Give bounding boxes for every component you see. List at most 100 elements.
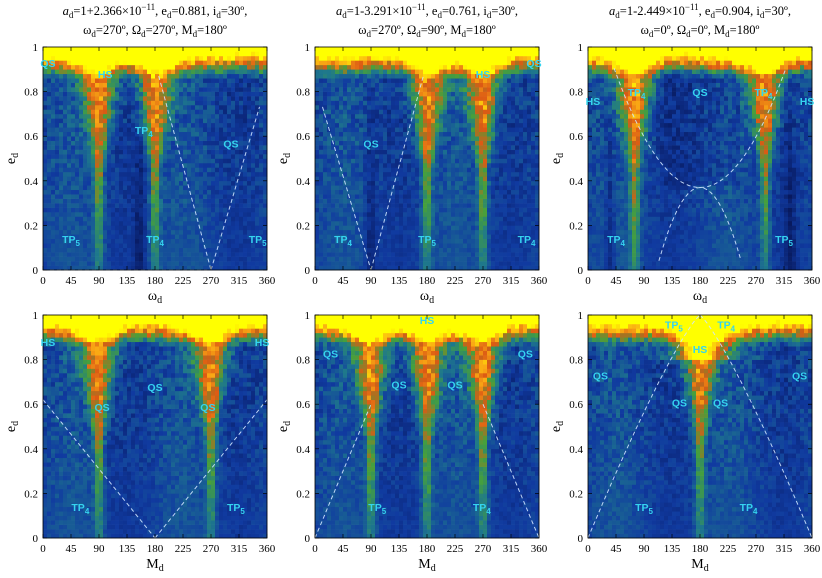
heatmap-cell [327,56,331,61]
heatmap-cell [135,47,139,52]
heatmap-cell [63,221,67,226]
heatmap-cell [347,51,351,56]
heatmap-cell [63,47,67,52]
heatmap-cell [159,261,163,266]
heatmap-cell [327,190,331,195]
heatmap-cell [387,252,391,257]
heatmap-cell [83,234,87,239]
heatmap-cell [331,65,335,70]
heatmap-cell [367,252,371,257]
heatmap-cell [323,60,327,65]
heatmap-cell [319,199,323,204]
heatmap-cell [251,203,255,208]
heatmap-cell [347,65,351,70]
heatmap-cell [111,105,115,110]
heatmap-cell [251,101,255,106]
heatmap-cell [339,159,343,164]
heatmap-cell [99,252,103,257]
heatmap-cell [251,83,255,88]
heatmap-cell [143,145,147,150]
heatmap-cell [99,230,103,235]
heatmap-cell [243,69,247,74]
heatmap-cell [247,87,251,92]
heatmap-cell [403,216,407,221]
heatmap-cell [51,114,55,119]
heatmap-cell [339,176,343,181]
heatmap-cell [187,203,191,208]
heatmap-cell [399,92,403,97]
heatmap-cell [111,257,115,262]
heatmap-cell [383,159,387,164]
heatmap-cell [71,101,75,106]
heatmap-cell [255,154,259,159]
heatmap-cell [419,221,423,226]
heatmap-cell [203,56,207,61]
heatmap-cell [231,203,235,208]
heatmap-cell [403,181,407,186]
heatmap-cell [51,230,55,235]
heatmap-cell [215,230,219,235]
heatmap-cell [335,83,339,88]
heatmap-cell [75,83,79,88]
heatmap-cell [355,87,359,92]
heatmap-cell [91,230,95,235]
heatmap-cell [255,185,259,190]
heatmap-cell [235,65,239,70]
heatmap-cell [391,239,395,244]
heatmap-cell [111,176,115,181]
heatmap-cell [219,114,223,119]
heatmap-cell [123,87,127,92]
heatmap-cell [251,92,255,97]
heatmap-cell [59,252,63,257]
heatmap-cell [203,208,207,213]
heatmap-cell [331,266,335,271]
heatmap-cell [415,190,419,195]
heatmap-cell [43,105,47,110]
heatmap-cell [195,203,199,208]
heatmap-cell [315,172,319,177]
heatmap-cell [159,167,163,172]
heatmap-cell [379,96,383,101]
heatmap-cell [163,65,167,70]
heatmap-cell [323,150,327,155]
heatmap-cell [55,154,59,159]
heatmap-cell [215,56,219,61]
heatmap-cell [103,203,107,208]
heatmap-cell [155,163,159,168]
heatmap-cell [363,261,367,266]
heatmap-cell [51,123,55,128]
heatmap-cell [247,181,251,186]
heatmap-cell [107,234,111,239]
heatmap-cell [167,136,171,141]
heatmap-cell [207,185,211,190]
heatmap-cell [103,145,107,150]
heatmap-cell [399,225,403,230]
heatmap-cell [63,132,67,137]
heatmap-cell [111,208,115,213]
heatmap-cell [323,181,327,186]
heatmap-cell [371,248,375,253]
heatmap-cell [87,65,91,70]
heatmap-cell [351,123,355,128]
heatmap-cell [387,150,391,155]
heatmap-cell [419,185,423,190]
heatmap-cell [411,199,415,204]
heatmap-cell [63,96,67,101]
heatmap-cell [375,159,379,164]
heatmap-cell [83,118,87,123]
heatmap-cell [327,248,331,253]
heatmap-cell [399,243,403,248]
heatmap-cell [203,257,207,262]
heatmap-cell [75,51,79,56]
heatmap-cell [387,56,391,61]
heatmap-cell [379,252,383,257]
heatmap-cell [243,185,247,190]
heatmap-cell [331,181,335,186]
heatmap-cell [43,194,47,199]
heatmap-cell [111,92,115,97]
heatmap-cell [195,92,199,97]
heatmap-cell [67,123,71,128]
heatmap-cell [403,252,407,257]
heatmap-cell [371,114,375,119]
heatmap-cell [403,132,407,137]
